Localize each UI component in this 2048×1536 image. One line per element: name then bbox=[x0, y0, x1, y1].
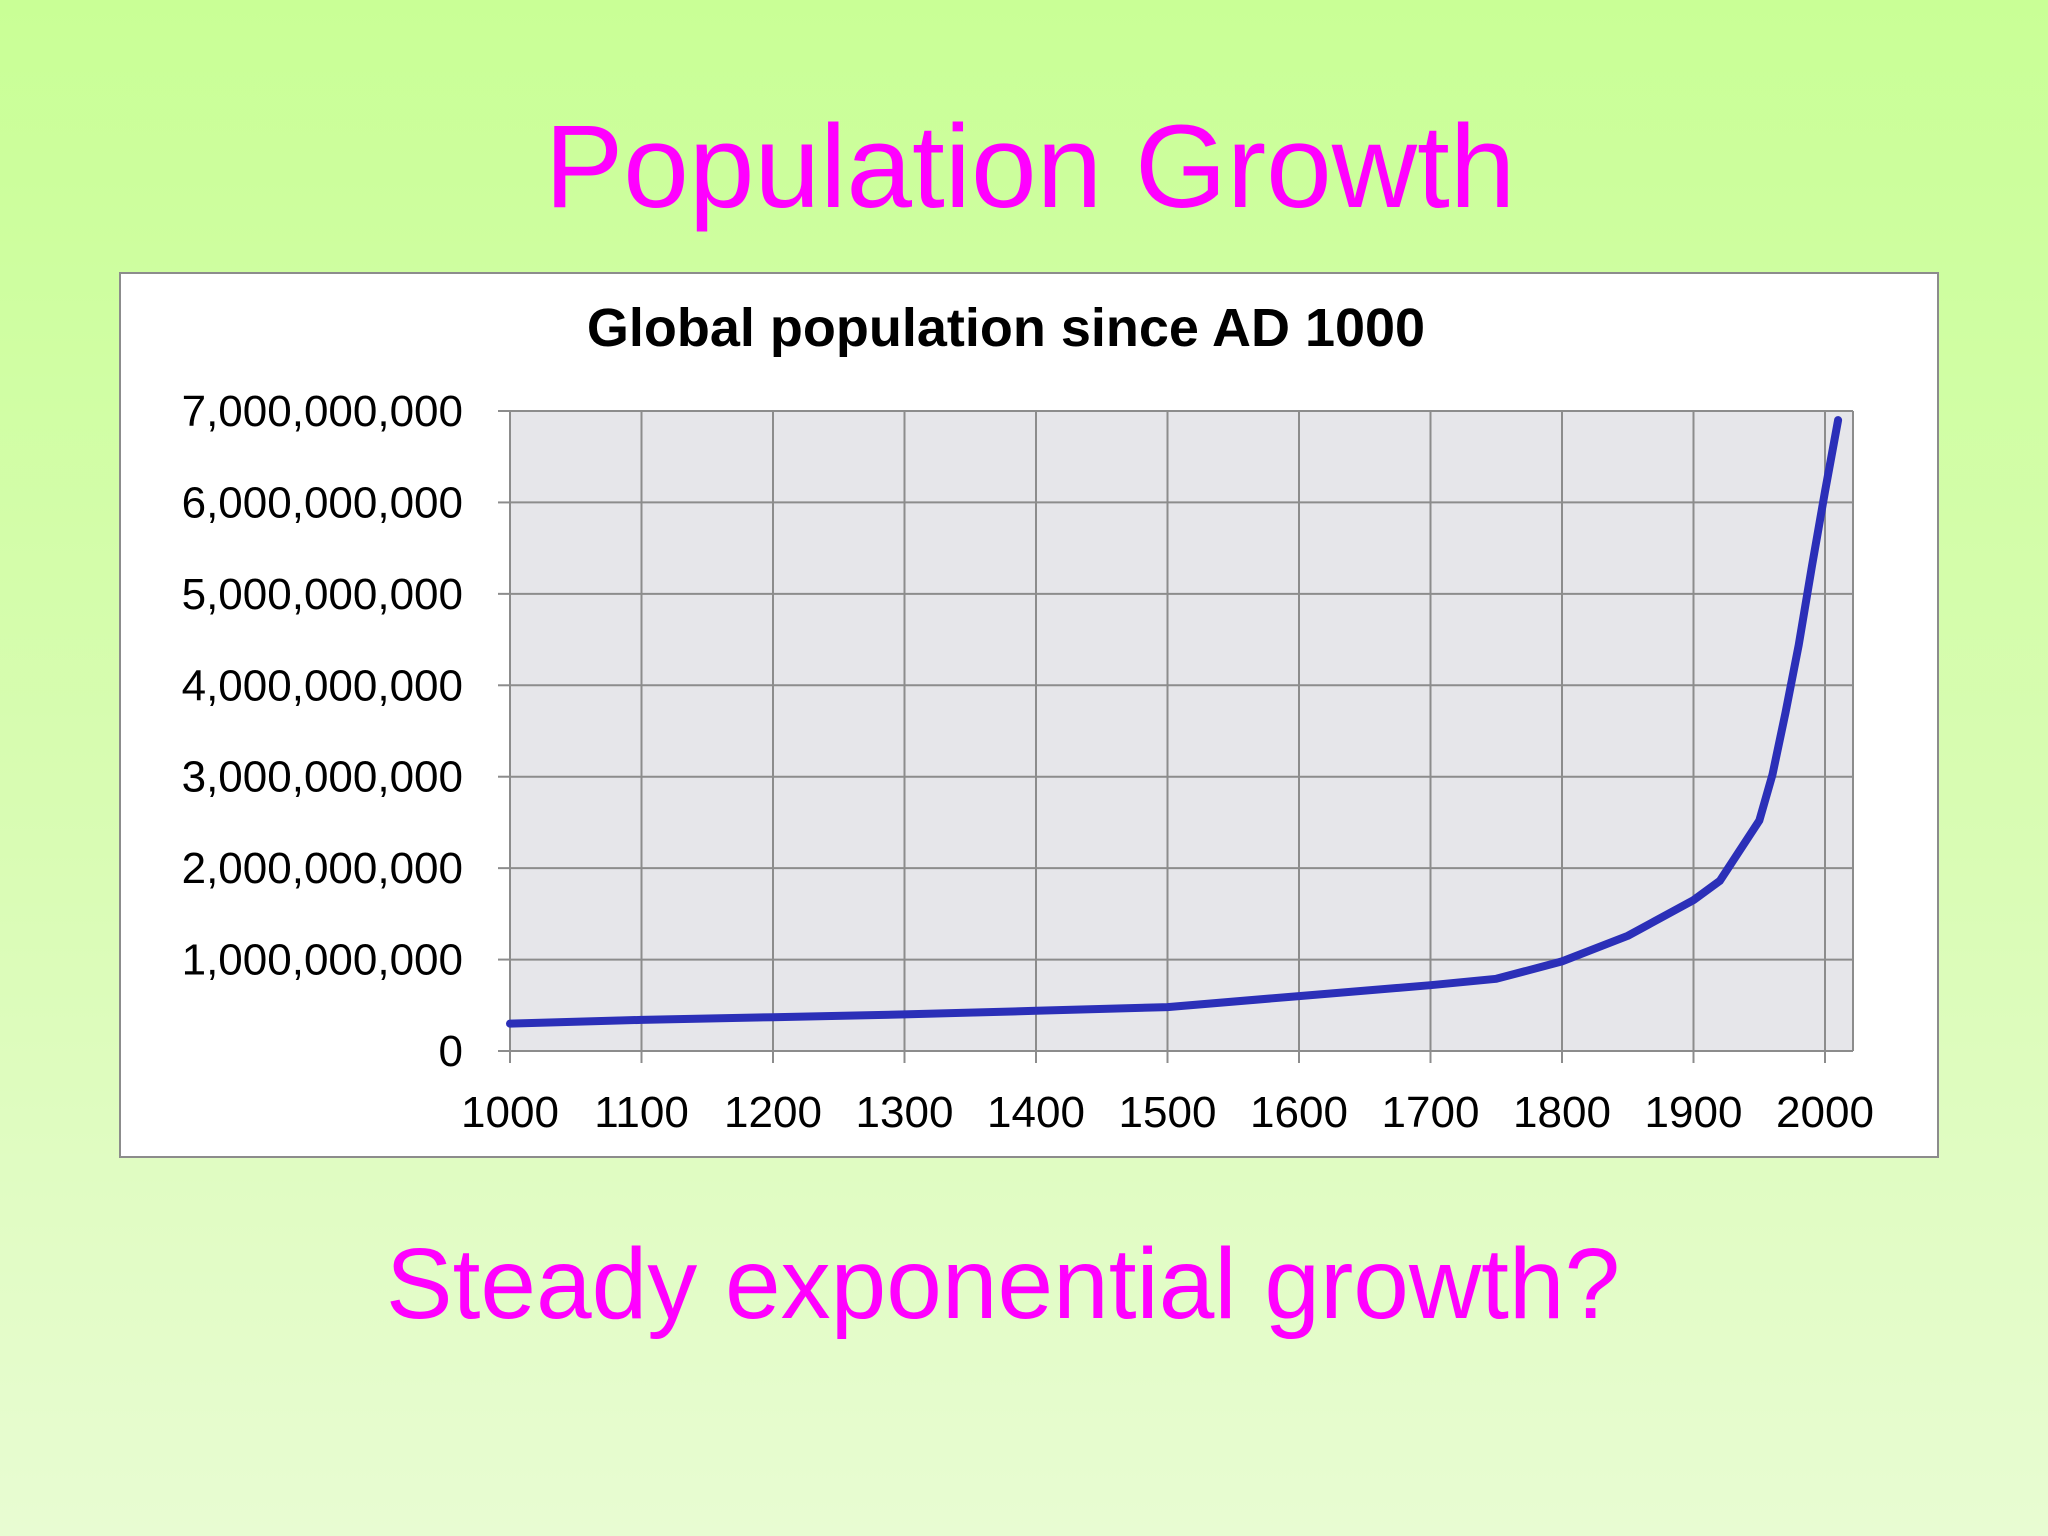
chart-title: Global population since AD 1000 bbox=[587, 298, 1425, 358]
slide-title: Population Growth bbox=[544, 101, 1516, 233]
population-series-line bbox=[506, 416, 1843, 1028]
y-tick-label: 5,000,000,000 bbox=[182, 570, 463, 619]
x-tick-label: 1300 bbox=[856, 1088, 954, 1137]
y-tick-label: 0 bbox=[439, 1027, 463, 1076]
slide-question: Steady exponential growth? bbox=[385, 1228, 1621, 1340]
plot-area bbox=[510, 411, 1853, 1051]
x-tick-label: 1000 bbox=[461, 1088, 559, 1137]
x-tick-label: 1800 bbox=[1513, 1088, 1611, 1137]
population-line-chart: Global population since AD 1000 0 1,000,0… bbox=[182, 298, 1874, 1137]
y-tick-label: 1,000,000,000 bbox=[182, 936, 463, 985]
x-tick-label: 1700 bbox=[1382, 1088, 1480, 1137]
x-tick-label: 1500 bbox=[1119, 1088, 1217, 1137]
y-tick-label: 7,000,000,000 bbox=[182, 387, 463, 436]
chart-frame: Global population since AD 1000 0 1,000,0… bbox=[119, 272, 1939, 1158]
x-tick-label: 1400 bbox=[987, 1088, 1085, 1137]
y-tick-label: 6,000,000,000 bbox=[182, 478, 463, 527]
x-tick-label: 1100 bbox=[594, 1088, 689, 1137]
x-tick-label: 1600 bbox=[1250, 1088, 1348, 1137]
y-tick-label: 4,000,000,000 bbox=[182, 661, 463, 710]
y-tick-label: 2,000,000,000 bbox=[182, 844, 463, 893]
x-tick-label: 1200 bbox=[724, 1088, 822, 1137]
x-tick-label: 1900 bbox=[1645, 1088, 1743, 1137]
x-tick-label: 2000 bbox=[1776, 1088, 1874, 1137]
y-tick-label: 3,000,000,000 bbox=[182, 753, 463, 802]
